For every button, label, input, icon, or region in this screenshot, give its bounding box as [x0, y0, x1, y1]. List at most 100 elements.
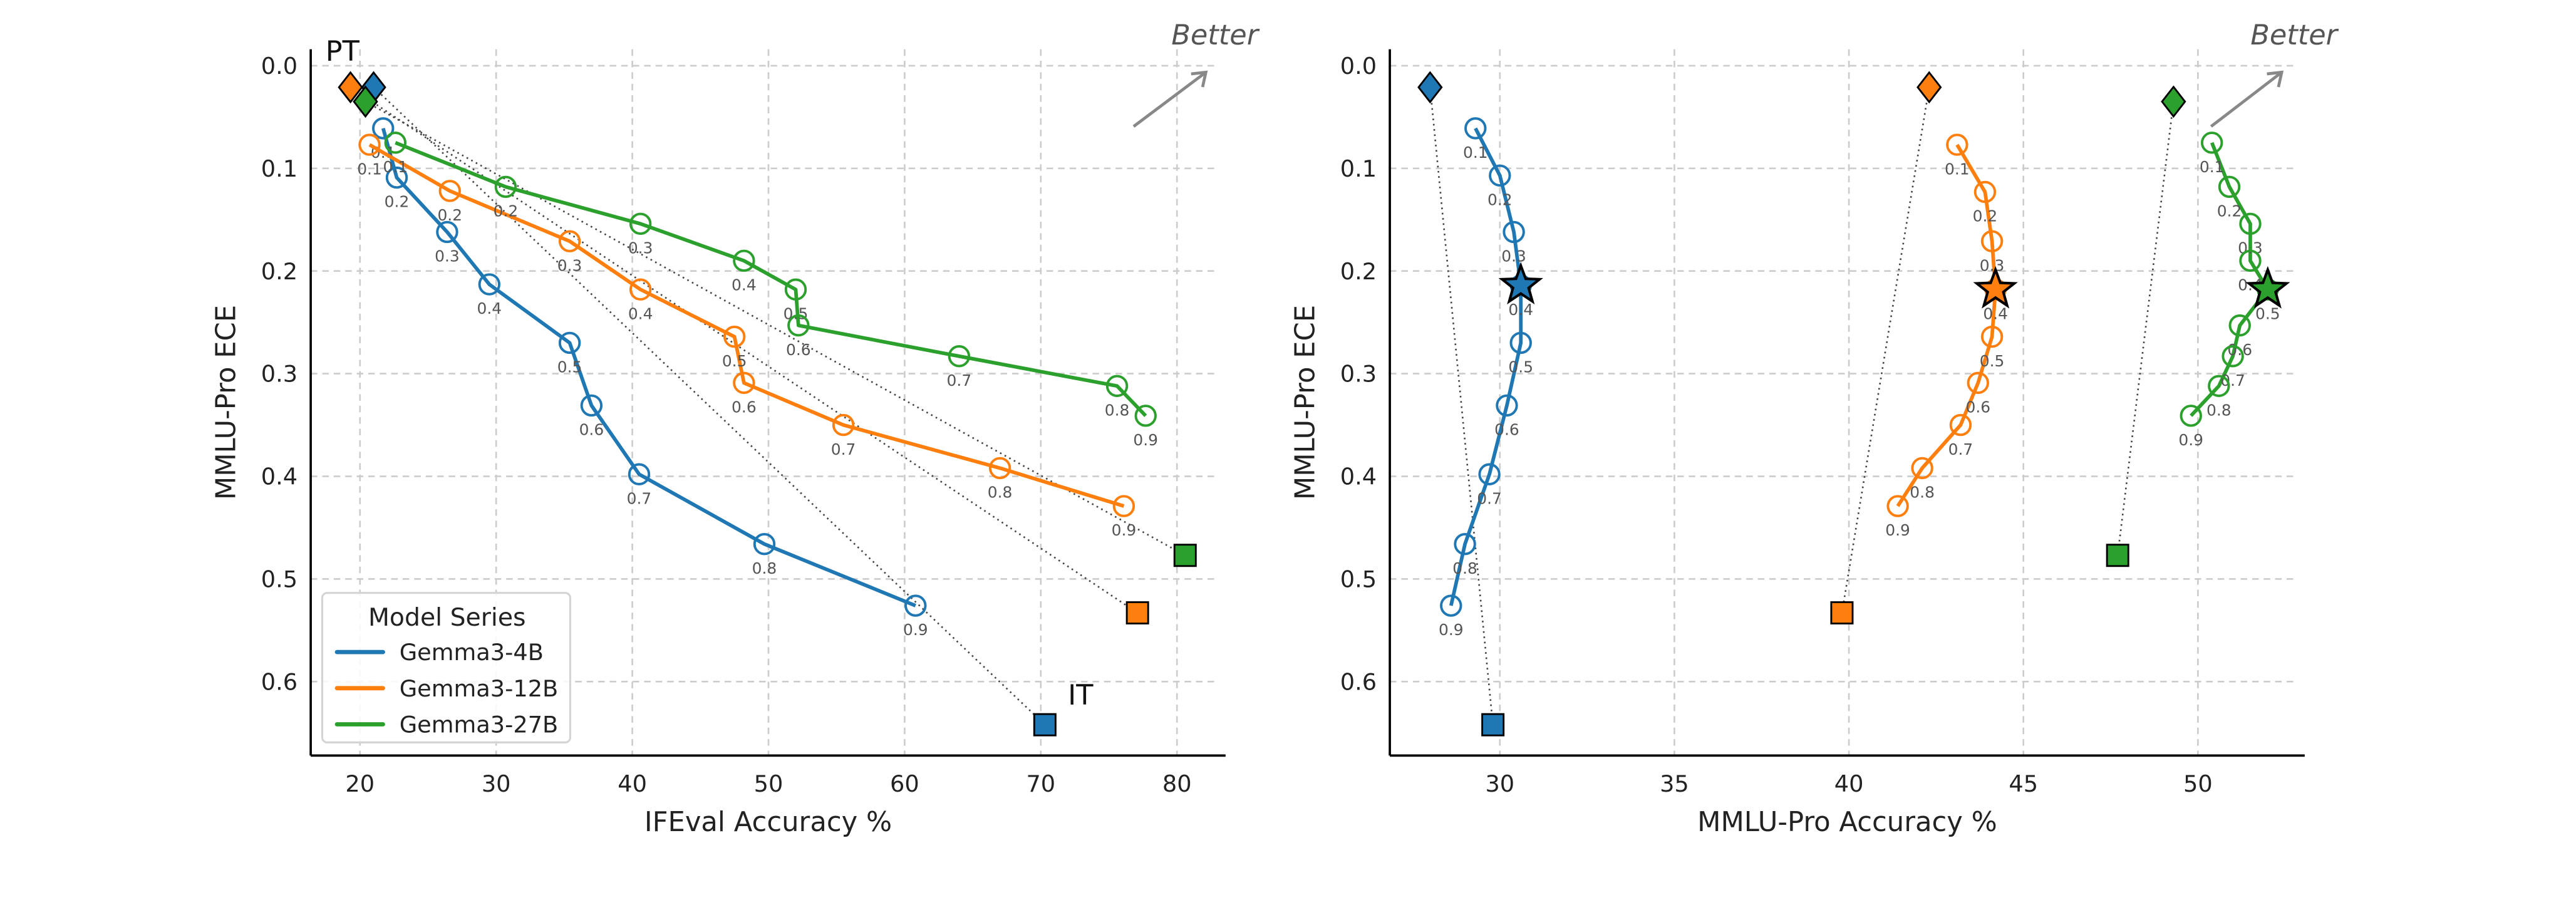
data-point-gemma3-4b: [1509, 331, 1532, 354]
point-label: 0.6: [1965, 398, 1990, 416]
x-tick-label: 40: [618, 770, 647, 797]
data-point-gemma3-27b: [784, 278, 807, 301]
data-point-gemma3-12b: [1911, 457, 1933, 480]
point-label: 0.2: [437, 206, 462, 224]
x-tick-label: 50: [754, 770, 784, 797]
data-point-gemma3-12b: [558, 230, 581, 252]
it-square-gemma3-4b: [1033, 713, 1057, 737]
y-tick-label: 0.3: [1340, 361, 1377, 388]
x-tick-label: 30: [1485, 770, 1514, 797]
x-tick-label: 45: [2009, 770, 2038, 797]
chart-left-ifeval: 20 30 40 50 60 70 800.00.10.20.30.40.50.6IFEva…: [210, 19, 1260, 838]
data-point-gemma3-27b: [2228, 314, 2251, 337]
better-label: Better: [2250, 19, 2339, 51]
data-point-gemma3-12b: [1973, 180, 1997, 204]
point-label: 0.4: [1983, 304, 2008, 323]
data-point-gemma3-27b: [2200, 132, 2223, 154]
it-square-gemma3-27b: [1173, 544, 1197, 567]
data-point-gemma3-27b: [2218, 175, 2241, 199]
legend-entry-gemma3-4b: Gemma3-4B: [400, 639, 544, 666]
y-tick-label: 0.1: [261, 155, 297, 182]
point-label: 0.5: [1980, 352, 2005, 370]
y-axis-title: MMLU-Pro ECE: [1290, 305, 1321, 500]
data-point-gemma3-27b: [2180, 405, 2202, 427]
point-label: 0.6: [786, 341, 811, 359]
it-square-gemma3-27b: [2106, 544, 2129, 567]
it-square-gemma3-4b: [1481, 713, 1505, 737]
point-label: 0.6: [732, 398, 757, 416]
y-tick-label: 0.6: [1340, 668, 1377, 695]
data-point-gemma3-4b: [478, 273, 501, 296]
y-tick-label: 0.1: [1340, 155, 1377, 182]
data-point-gemma3-4b: [372, 117, 395, 140]
x-tick-label: 30: [482, 770, 511, 797]
series-line-gemma3-27b: [395, 141, 1147, 417]
legend-entry-gemma3-12b: Gemma3-12B: [400, 675, 559, 702]
data-point-gemma3-12b: [358, 133, 381, 156]
point-label: 0.7: [2220, 371, 2245, 390]
data-point-gemma3-27b: [1105, 375, 1129, 397]
data-point-gemma3-4b: [558, 331, 581, 354]
y-tick-label: 0.3: [261, 361, 297, 388]
data-point-gemma3-12b: [1980, 325, 2004, 348]
point-label: 0.7: [1477, 489, 1502, 507]
y-tick-label: 0.5: [1340, 566, 1377, 593]
pt-diamond-gemma3-12b: [1916, 71, 1942, 104]
y-tick-label: 0.4: [1340, 463, 1377, 490]
point-label: 0.9: [1133, 431, 1158, 449]
point-label: 0.3: [628, 239, 653, 257]
pt-diamond-gemma3-27b: [353, 85, 378, 118]
point-label: 0.9: [903, 621, 928, 639]
y-tick-label: 0.6: [261, 668, 297, 695]
point-label: 0.4: [1508, 301, 1533, 319]
data-point-gemma3-4b: [1464, 117, 1487, 140]
pt-it-connector-gemma3-27b: [365, 101, 1186, 556]
series-line-gemma3-12b: [1896, 143, 1998, 507]
point-label: 0.7: [831, 440, 856, 458]
better-arrow-head-icon: [1191, 70, 1208, 88]
point-label: 0.8: [1910, 484, 1935, 502]
data-point-gemma3-27b: [948, 345, 971, 368]
point-label: 0.5: [2255, 304, 2280, 323]
data-point-gemma3-4b: [1478, 463, 1501, 485]
point-label: 0.1: [2200, 158, 2225, 176]
data-point-gemma3-4b: [1489, 164, 1511, 187]
data-point-gemma3-4b: [436, 220, 458, 244]
legend-entry-gemma3-27b: Gemma3-27B: [400, 711, 559, 738]
data-point-gemma3-4b: [1440, 594, 1462, 617]
y-tick-label: 0.0: [261, 53, 297, 80]
data-point-gemma3-27b: [733, 249, 755, 272]
point-label: 0.9: [2178, 431, 2203, 449]
data-point-gemma3-12b: [1980, 230, 2004, 252]
pt-it-connector-gemma3-27b: [2116, 101, 2175, 556]
point-label: 0.1: [357, 160, 382, 178]
best-point-star-gemma3-12b: [1973, 266, 2018, 309]
data-point-gemma3-27b: [2222, 345, 2244, 368]
x-tick-label: 20: [345, 770, 375, 797]
better-arrow-icon: [1132, 71, 1207, 128]
data-point-gemma3-12b: [1949, 413, 1972, 437]
y-axis-title: MMLU-Pro ECE: [210, 305, 242, 500]
point-label: 0.8: [752, 559, 777, 577]
data-point-gemma3-27b: [2239, 212, 2262, 235]
point-label: 0.7: [1948, 440, 1973, 458]
series-line-gemma3-12b: [368, 143, 1125, 508]
it-square-gemma3-12b: [1125, 601, 1149, 625]
point-label: 0.1: [1463, 143, 1488, 162]
data-point-gemma3-12b: [1886, 495, 1909, 517]
data-point-gemma3-27b: [787, 314, 810, 337]
data-point-gemma3-27b: [2208, 375, 2230, 397]
pt-label: PT: [326, 35, 360, 68]
point-label: 0.3: [1980, 256, 2005, 274]
point-label: 0.6: [1494, 421, 1519, 439]
point-label: 0.5: [722, 352, 747, 370]
point-label: 0.9: [1885, 521, 1910, 539]
y-tick-label: 0.0: [1340, 53, 1377, 80]
data-point-gemma3-27b: [2239, 249, 2262, 272]
x-tick-label: 70: [1026, 770, 1055, 797]
point-label: 0.8: [988, 484, 1013, 502]
data-point-gemma3-4b: [904, 594, 927, 617]
x-tick-label: 35: [1660, 770, 1689, 797]
pt-diamond-gemma3-27b: [2161, 85, 2186, 118]
